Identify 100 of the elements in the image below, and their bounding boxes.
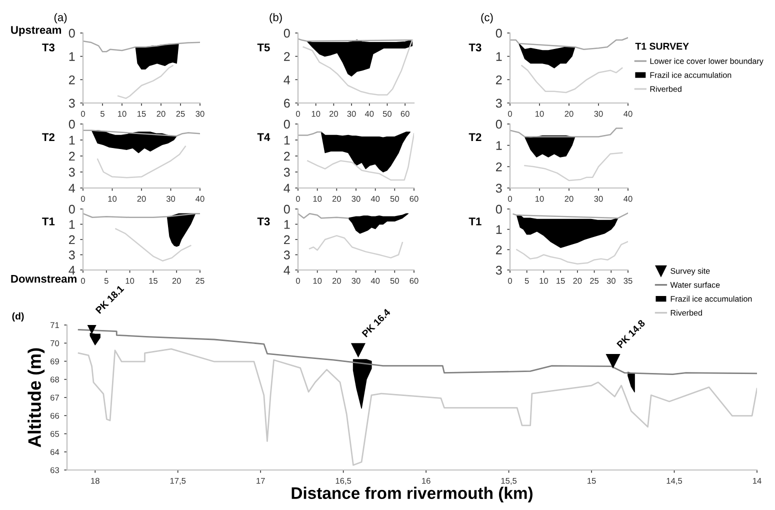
y-tick-label: 1: [496, 225, 502, 234]
legend-title: T1 SURVEY: [635, 42, 689, 50]
y-tick-label: 67: [50, 394, 59, 401]
y-tick-label: 70: [50, 340, 60, 346]
line-series: [524, 152, 623, 182]
x-tick-label: 10: [108, 196, 117, 202]
line-series: [78, 348, 757, 466]
x-tick-label: 40: [624, 196, 632, 202]
text: Downstream: [11, 274, 76, 283]
line-series: [521, 65, 623, 94]
text: Upstream: [11, 26, 62, 36]
line-series: [83, 40, 200, 52]
x-tick-label: 16: [422, 478, 430, 484]
y-tick-label: 1: [69, 52, 75, 61]
legend-label: Survey site: [670, 268, 710, 276]
y-tick-label: 2: [69, 75, 75, 84]
x-tick-label: 10: [118, 110, 126, 117]
x-tick-label: 10: [313, 278, 322, 284]
x-tick-label: 30: [196, 110, 204, 117]
y-tick-label: 64: [50, 449, 60, 455]
x-tick-label: 10: [536, 196, 544, 202]
y-tick-label: 63: [50, 467, 59, 474]
y-axis-title: T3: [468, 44, 482, 52]
x-tick-label: 20: [573, 278, 582, 284]
x-tick-label: 14,5: [666, 478, 682, 485]
x-tick-label: 60: [410, 278, 418, 284]
x-tick-label: 20: [172, 278, 181, 284]
x-tick-label: 0: [296, 110, 300, 117]
x-tick-label: 20: [329, 110, 338, 117]
x-tick-label: 5: [100, 110, 104, 117]
legend-label: Frazil ice accumulation: [670, 296, 752, 302]
x-tick-label: 0: [296, 196, 300, 202]
y-tick-label: 0: [68, 204, 75, 214]
x-tick-label: 15: [138, 110, 146, 117]
y-tick-label: 2: [496, 245, 502, 254]
x-tick-label: 17: [256, 478, 265, 484]
y-axis-title: T1: [42, 218, 55, 226]
y-tick-label: 4: [68, 266, 75, 275]
y-tick-label: 68: [50, 376, 59, 382]
x-tick-label: 0: [508, 278, 512, 284]
x-tick-label: 20: [564, 196, 574, 202]
legend-label: Lower ice cover lower boundary: [650, 58, 764, 66]
x-tick-label: 30: [352, 278, 360, 284]
chart-title: (a): [54, 13, 67, 24]
x-tick-label: 40: [370, 278, 380, 284]
x-tick-label: 50: [390, 196, 399, 202]
y-tick-label: 3: [496, 98, 502, 108]
y-tick-label: 2: [496, 75, 502, 84]
x-tick-label: 30: [606, 278, 616, 284]
annotation: PK 18.1: [95, 284, 124, 314]
y-tick-label: 3: [68, 168, 75, 177]
x-tick-label: 25: [196, 278, 204, 284]
y-tick-label: 1: [496, 52, 502, 61]
x-tick-label: 10: [536, 110, 544, 117]
y-tick-label: 2: [284, 152, 290, 161]
line-series: [510, 37, 628, 50]
x-tick-label: 5: [104, 278, 108, 284]
x-tick-label: 60: [400, 110, 410, 117]
x-tick-label: 0: [508, 196, 512, 202]
y-tick-label: 69: [50, 358, 59, 364]
x-tick-label: 30: [352, 196, 360, 202]
chart-title: (c): [481, 13, 493, 24]
line-series: [308, 235, 404, 258]
line-series: [307, 132, 414, 181]
x-tick-label: 10: [313, 196, 322, 202]
y-tick-label: 2: [69, 152, 75, 161]
y-tick-label: 0: [496, 120, 502, 129]
x-tick-label: 30: [347, 110, 356, 117]
x-tick-label: 10: [126, 278, 134, 284]
y-tick-label: 4: [284, 184, 290, 193]
y-tick-label: 4: [68, 184, 75, 193]
y-tick-label: 0: [284, 120, 290, 129]
x-tick-label: 35: [624, 278, 632, 284]
line-series: [510, 128, 623, 138]
y-tick-label: 3: [68, 98, 75, 108]
x-tick-label: 50: [382, 110, 392, 117]
x-tick-label: 25: [590, 278, 599, 284]
x-tick-label: 30: [166, 196, 176, 202]
line-series: [97, 146, 186, 178]
x-tick-label: 15: [556, 278, 565, 284]
y-tick-label: 6: [284, 98, 290, 108]
x-axis-title: Distance from rivermouth (km): [292, 486, 532, 502]
x-tick-label: 15: [149, 278, 158, 284]
line-series: [117, 65, 174, 99]
y-tick-label: 4: [284, 266, 290, 275]
y-tick-label: 1: [284, 136, 290, 145]
x-tick-label: 18: [91, 478, 100, 484]
x-tick-label: 60: [410, 196, 418, 202]
x-tick-label: 30: [594, 196, 603, 202]
y-tick-label: 0: [68, 28, 75, 38]
x-tick-label: 15: [588, 478, 596, 484]
x-tick-label: 0: [508, 110, 512, 117]
x-tick-label: 10: [540, 278, 548, 284]
legend-label: Riverbed: [670, 310, 702, 316]
y-tick-label: 3: [68, 250, 75, 260]
x-tick-label: 40: [370, 196, 380, 202]
y-axis-title: T4: [257, 133, 270, 141]
x-tick-label: 14: [753, 478, 762, 484]
x-tick-label: 0: [81, 110, 85, 117]
y-tick-label: 0: [284, 204, 290, 214]
